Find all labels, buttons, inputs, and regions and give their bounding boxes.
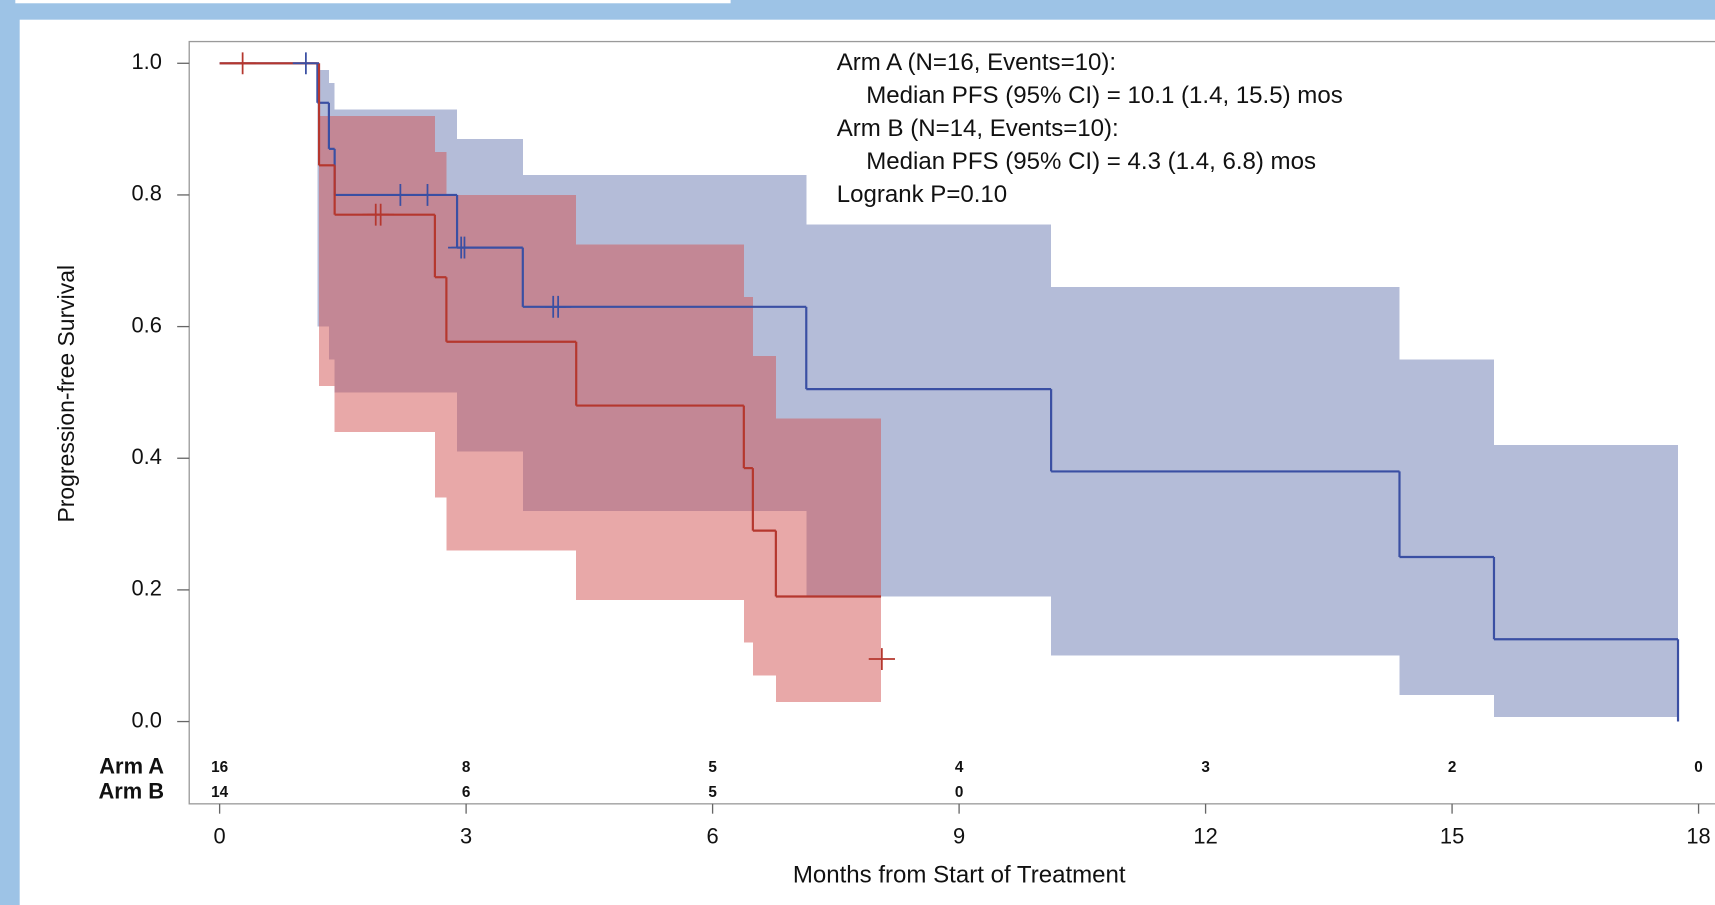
x-tick-label: 0 [214,824,226,849]
y-axis-label: Progression-free Survival [53,265,79,523]
plot-frame [188,40,1715,805]
at-risk-count: 8 [462,759,471,776]
y-tick-label: 0.2 [131,576,161,601]
censor-mark [414,183,441,206]
ci-band [743,296,753,643]
censor-mark [292,52,320,75]
y-tick-label: 0.4 [131,444,161,469]
censor-mark [868,648,895,670]
x-tick-label: 6 [707,824,719,849]
annotation: Logrank P=0.10 [837,181,1007,208]
x-tick-label: 12 [1193,824,1217,849]
y-tick-label: 1.0 [131,49,161,74]
y-tick-label: 0.6 [131,312,161,337]
x-tick-label: 15 [1440,824,1464,849]
censor-mark [367,203,394,226]
ci-band [334,115,435,432]
censor-mark [229,52,256,75]
ci-band [319,115,335,386]
at-risk-count: 14 [211,784,229,801]
at-risk-count: 3 [1201,759,1210,776]
y-tick-label: 0.8 [131,181,161,206]
at-risk-count: 0 [1694,759,1703,776]
at-risk-count: 4 [955,759,964,776]
at-risk-count: 5 [708,784,717,801]
annotation: Arm A (N=16, Events=10): [837,49,1116,76]
annotation: Median PFS (95% CI) = 10.1 (1.4, 15.5) m… [866,82,1343,109]
risk-row-label: Arm B [98,779,164,804]
at-risk-count: 5 [708,759,717,776]
ci-band [1493,445,1679,717]
x-tick-label: 9 [953,824,965,849]
ci-band [775,418,882,702]
ci-band [1399,359,1494,696]
censor-mark [451,236,478,259]
x-axis-label: Months from Start of Treatment [793,861,1126,888]
annotation: Median PFS (95% CI) = 4.3 (1.4, 6.8) mos [866,148,1316,175]
y-tick-label: 0.0 [131,707,161,732]
censor-mark [387,183,414,206]
at-risk-count: 2 [1448,759,1457,776]
ci-band [434,152,447,498]
ci-band [752,356,776,676]
tab-strip [15,0,731,4]
censor-mark [545,295,572,318]
ci-band [446,194,577,551]
x-tick-label: 18 [1686,824,1710,849]
x-tick-label: 3 [460,824,472,849]
annotation: Arm B (N=14, Events=10): [837,115,1119,142]
at-risk-count: 6 [462,784,471,801]
risk-row-label: Arm A [99,754,164,779]
at-risk-count: 0 [955,784,964,801]
at-risk-count: 16 [211,759,228,776]
ci-band [576,244,744,600]
